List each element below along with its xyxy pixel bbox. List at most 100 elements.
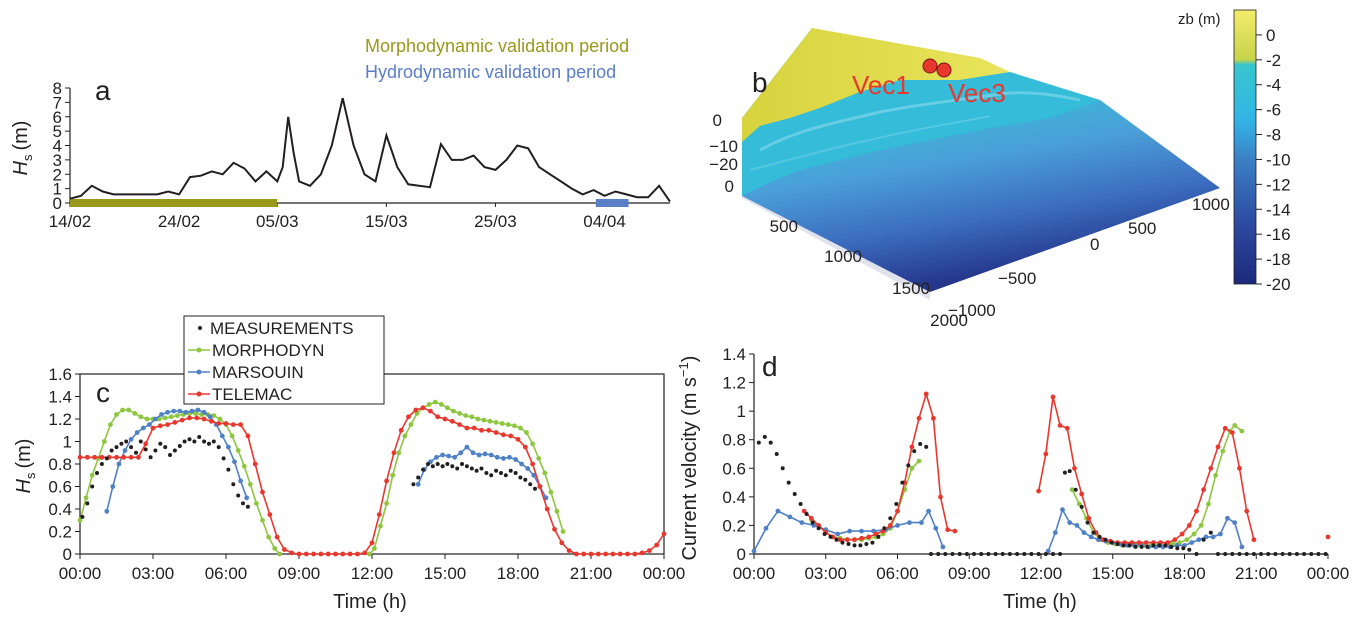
panel-d-ylabel: Current velocity (m s−1) bbox=[676, 356, 701, 561]
panel-c-telemac-point bbox=[303, 551, 309, 557]
panel-d-marsouin-point bbox=[940, 544, 946, 550]
panel-d-measurements-point bbox=[900, 480, 905, 485]
panel-d-morphodyn-point bbox=[1191, 531, 1197, 537]
panel-c-legend: MEASUREMENTS MORPHODYN MARSOUIN TELEMAC bbox=[183, 315, 385, 405]
panel-c-morphodyn-point bbox=[560, 529, 566, 534]
panel-c-telemac-point bbox=[632, 551, 638, 557]
panel-a-ytick-label: 1 bbox=[53, 180, 62, 199]
panel-c-morphodyn-point bbox=[229, 433, 235, 439]
panel-a-ytick-label: 8 bbox=[53, 79, 62, 98]
panel-d-measurements-point bbox=[1294, 552, 1299, 556]
panel-c-xtick-label: 03:00 bbox=[132, 564, 175, 583]
panel-c-marsouin-point bbox=[476, 452, 482, 458]
panel-c-legend-measurements-marker bbox=[198, 326, 202, 330]
panel-c-telemac-point bbox=[428, 408, 433, 414]
panel-a-ytick-label: 5 bbox=[53, 122, 62, 141]
panel-d-morphodyn-point bbox=[909, 465, 915, 471]
panel-c-telemac-point bbox=[216, 421, 222, 426]
panel-c-telemac-point bbox=[157, 423, 163, 429]
panel-c-measurements-point bbox=[533, 486, 537, 491]
panel-c-marsouin-point bbox=[440, 452, 445, 458]
panel-d-morphodyn-line bbox=[1071, 424, 1243, 547]
panel-c-marsouin-point bbox=[195, 407, 201, 413]
panel-c-marsouin-point bbox=[494, 454, 500, 460]
panel-c-marsouin-point bbox=[128, 436, 134, 442]
panel-c-morphodyn-point bbox=[390, 472, 396, 478]
panel-d-telemac-point bbox=[1129, 540, 1135, 545]
panel-d-ytick-label: 0 bbox=[737, 545, 746, 564]
panel-c-xtick-label: 15:00 bbox=[424, 564, 467, 583]
panel-d-measurements-point bbox=[1175, 546, 1180, 551]
panel-c-telemac-point bbox=[274, 534, 280, 540]
panel-c-morphodyn-point bbox=[475, 416, 481, 422]
panel-c-measurements-point bbox=[99, 462, 104, 466]
panel-d-morphodyn-point bbox=[1069, 487, 1075, 493]
panel-c-morphodyn-point bbox=[493, 420, 499, 425]
panel-c-marsouin-point bbox=[189, 408, 195, 414]
panel-d-measurements-point bbox=[1223, 552, 1228, 556]
panel-d-marsouin-point bbox=[1218, 531, 1223, 537]
panel-c-telemac-point bbox=[406, 414, 411, 420]
panel-d-marsouin-point bbox=[1088, 534, 1094, 540]
panel-d-morphodyn-point bbox=[1076, 501, 1082, 507]
panel-c-morphodyn-line bbox=[368, 401, 564, 555]
panel-a-xtick-label: 25/03 bbox=[474, 212, 517, 231]
panel-c-morphodyn-point bbox=[536, 456, 542, 461]
panel-c-marsouin-point bbox=[507, 454, 512, 460]
panel-c-morphodyn-point bbox=[426, 402, 432, 407]
panel-c-marsouin-point bbox=[207, 414, 213, 420]
panel-b-colorbar-tick-label: -12 bbox=[1266, 175, 1291, 194]
panel-d-xtick-label: 00:00 bbox=[733, 564, 776, 583]
panel-d-telemac-point bbox=[1050, 394, 1056, 400]
panel-c-telemac-point bbox=[282, 547, 287, 552]
panel-d-telemac-point bbox=[1165, 540, 1171, 545]
panel-c-measurements-point bbox=[177, 444, 182, 448]
panel-c-measurements-point bbox=[450, 464, 455, 469]
panel-c-marsouin-point bbox=[201, 409, 207, 415]
panel-c-telemac-point bbox=[574, 551, 579, 557]
panel-b-colorbar-tick-label: -8 bbox=[1266, 126, 1281, 145]
panel-d-measurements-point bbox=[786, 480, 791, 485]
panel-c-ylabel-unit: (m) bbox=[13, 439, 35, 469]
panel-d-measurements-point bbox=[1139, 544, 1144, 549]
panel-c-morphodyn-point bbox=[367, 551, 372, 557]
panel-d-measurements-point bbox=[936, 552, 941, 556]
panel-d-measurements-point bbox=[876, 534, 881, 539]
panel-c-telemac-point bbox=[252, 461, 258, 467]
panel-c-telemac-point bbox=[515, 436, 521, 442]
panel-d-letter: d bbox=[762, 351, 778, 382]
panel-d-telemac-point bbox=[923, 391, 929, 397]
panel-d-measurements-point bbox=[834, 537, 839, 542]
panel-c-telemac-point bbox=[194, 415, 200, 421]
panel-c-marsouin-point bbox=[446, 453, 451, 459]
panel-d-measurements-point bbox=[1181, 546, 1186, 551]
panel-d-xtick-label: 09:00 bbox=[948, 564, 991, 583]
panel-c-measurements-point bbox=[479, 466, 484, 471]
panel-b-colorbar-tick-label: -20 bbox=[1266, 275, 1291, 294]
panel-d-measurements-point bbox=[993, 552, 998, 556]
panel-d-measurements-point bbox=[1280, 552, 1285, 556]
panel-c-marsouin-point bbox=[519, 461, 524, 467]
panel-c-telemac-point bbox=[99, 454, 105, 460]
panel-c-morphodyn-point bbox=[193, 411, 199, 416]
panel-c-ytick-label: 0.6 bbox=[48, 478, 72, 497]
panel-d-marsouin-point bbox=[1239, 544, 1245, 550]
panel-c-telemac-point bbox=[311, 551, 316, 557]
panel-d-telemac-point bbox=[895, 508, 900, 514]
panel-c-morphodyn-point bbox=[548, 489, 554, 495]
panel-d-telemac-point bbox=[1244, 508, 1250, 514]
panel-c-xtick-label: 00:00 bbox=[59, 564, 102, 583]
panel-c-ylabel: Hs (m) bbox=[13, 439, 38, 494]
panel-c-measurements-point bbox=[114, 445, 119, 450]
panel-d-telemac-point bbox=[1194, 508, 1199, 514]
panel-c-telemac-point bbox=[647, 548, 652, 553]
panel-d-marsouin-point bbox=[1210, 534, 1216, 540]
panel-c-marsouin-point bbox=[488, 452, 494, 458]
panel-d-marsouin-point bbox=[1225, 515, 1230, 521]
panel-d-measurements-point bbox=[1007, 552, 1012, 556]
panel-c-measurements-point bbox=[207, 441, 211, 446]
panel-c-telemac-point bbox=[362, 550, 368, 556]
panel-b-colorbar-tick-label: -14 bbox=[1266, 200, 1291, 219]
